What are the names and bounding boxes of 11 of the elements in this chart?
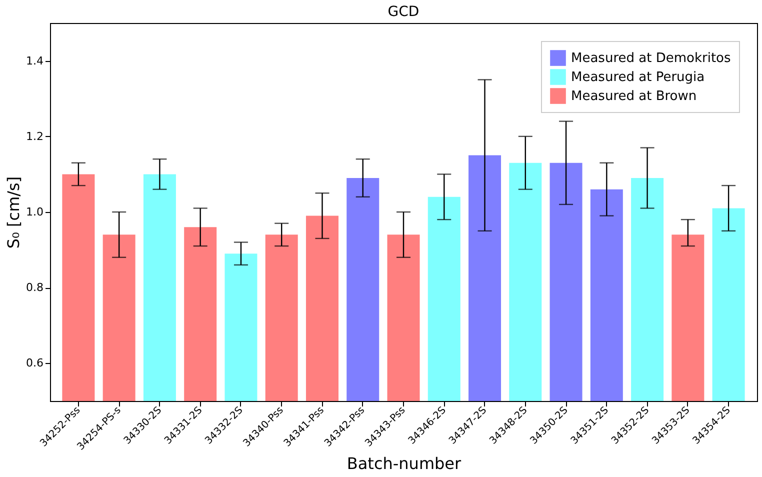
y-axis-title: S₀ [cm/s] <box>4 176 24 249</box>
chart-title: GCD <box>388 4 420 20</box>
legend-label: Measured at Demokritos <box>571 51 731 66</box>
y-tick-label: 1.0 <box>26 206 44 218</box>
y-tick-label: 1.2 <box>26 130 44 143</box>
legend-label: Measured at Perugia <box>571 70 705 85</box>
y-tick-label: 1.4 <box>26 54 44 68</box>
y-tick-label: 0.6 <box>26 356 44 370</box>
legend-label: Measured at Brown <box>571 89 697 104</box>
y-tick-label: 0.8 <box>26 281 44 294</box>
x-axis-title: Batch-number <box>346 454 462 474</box>
